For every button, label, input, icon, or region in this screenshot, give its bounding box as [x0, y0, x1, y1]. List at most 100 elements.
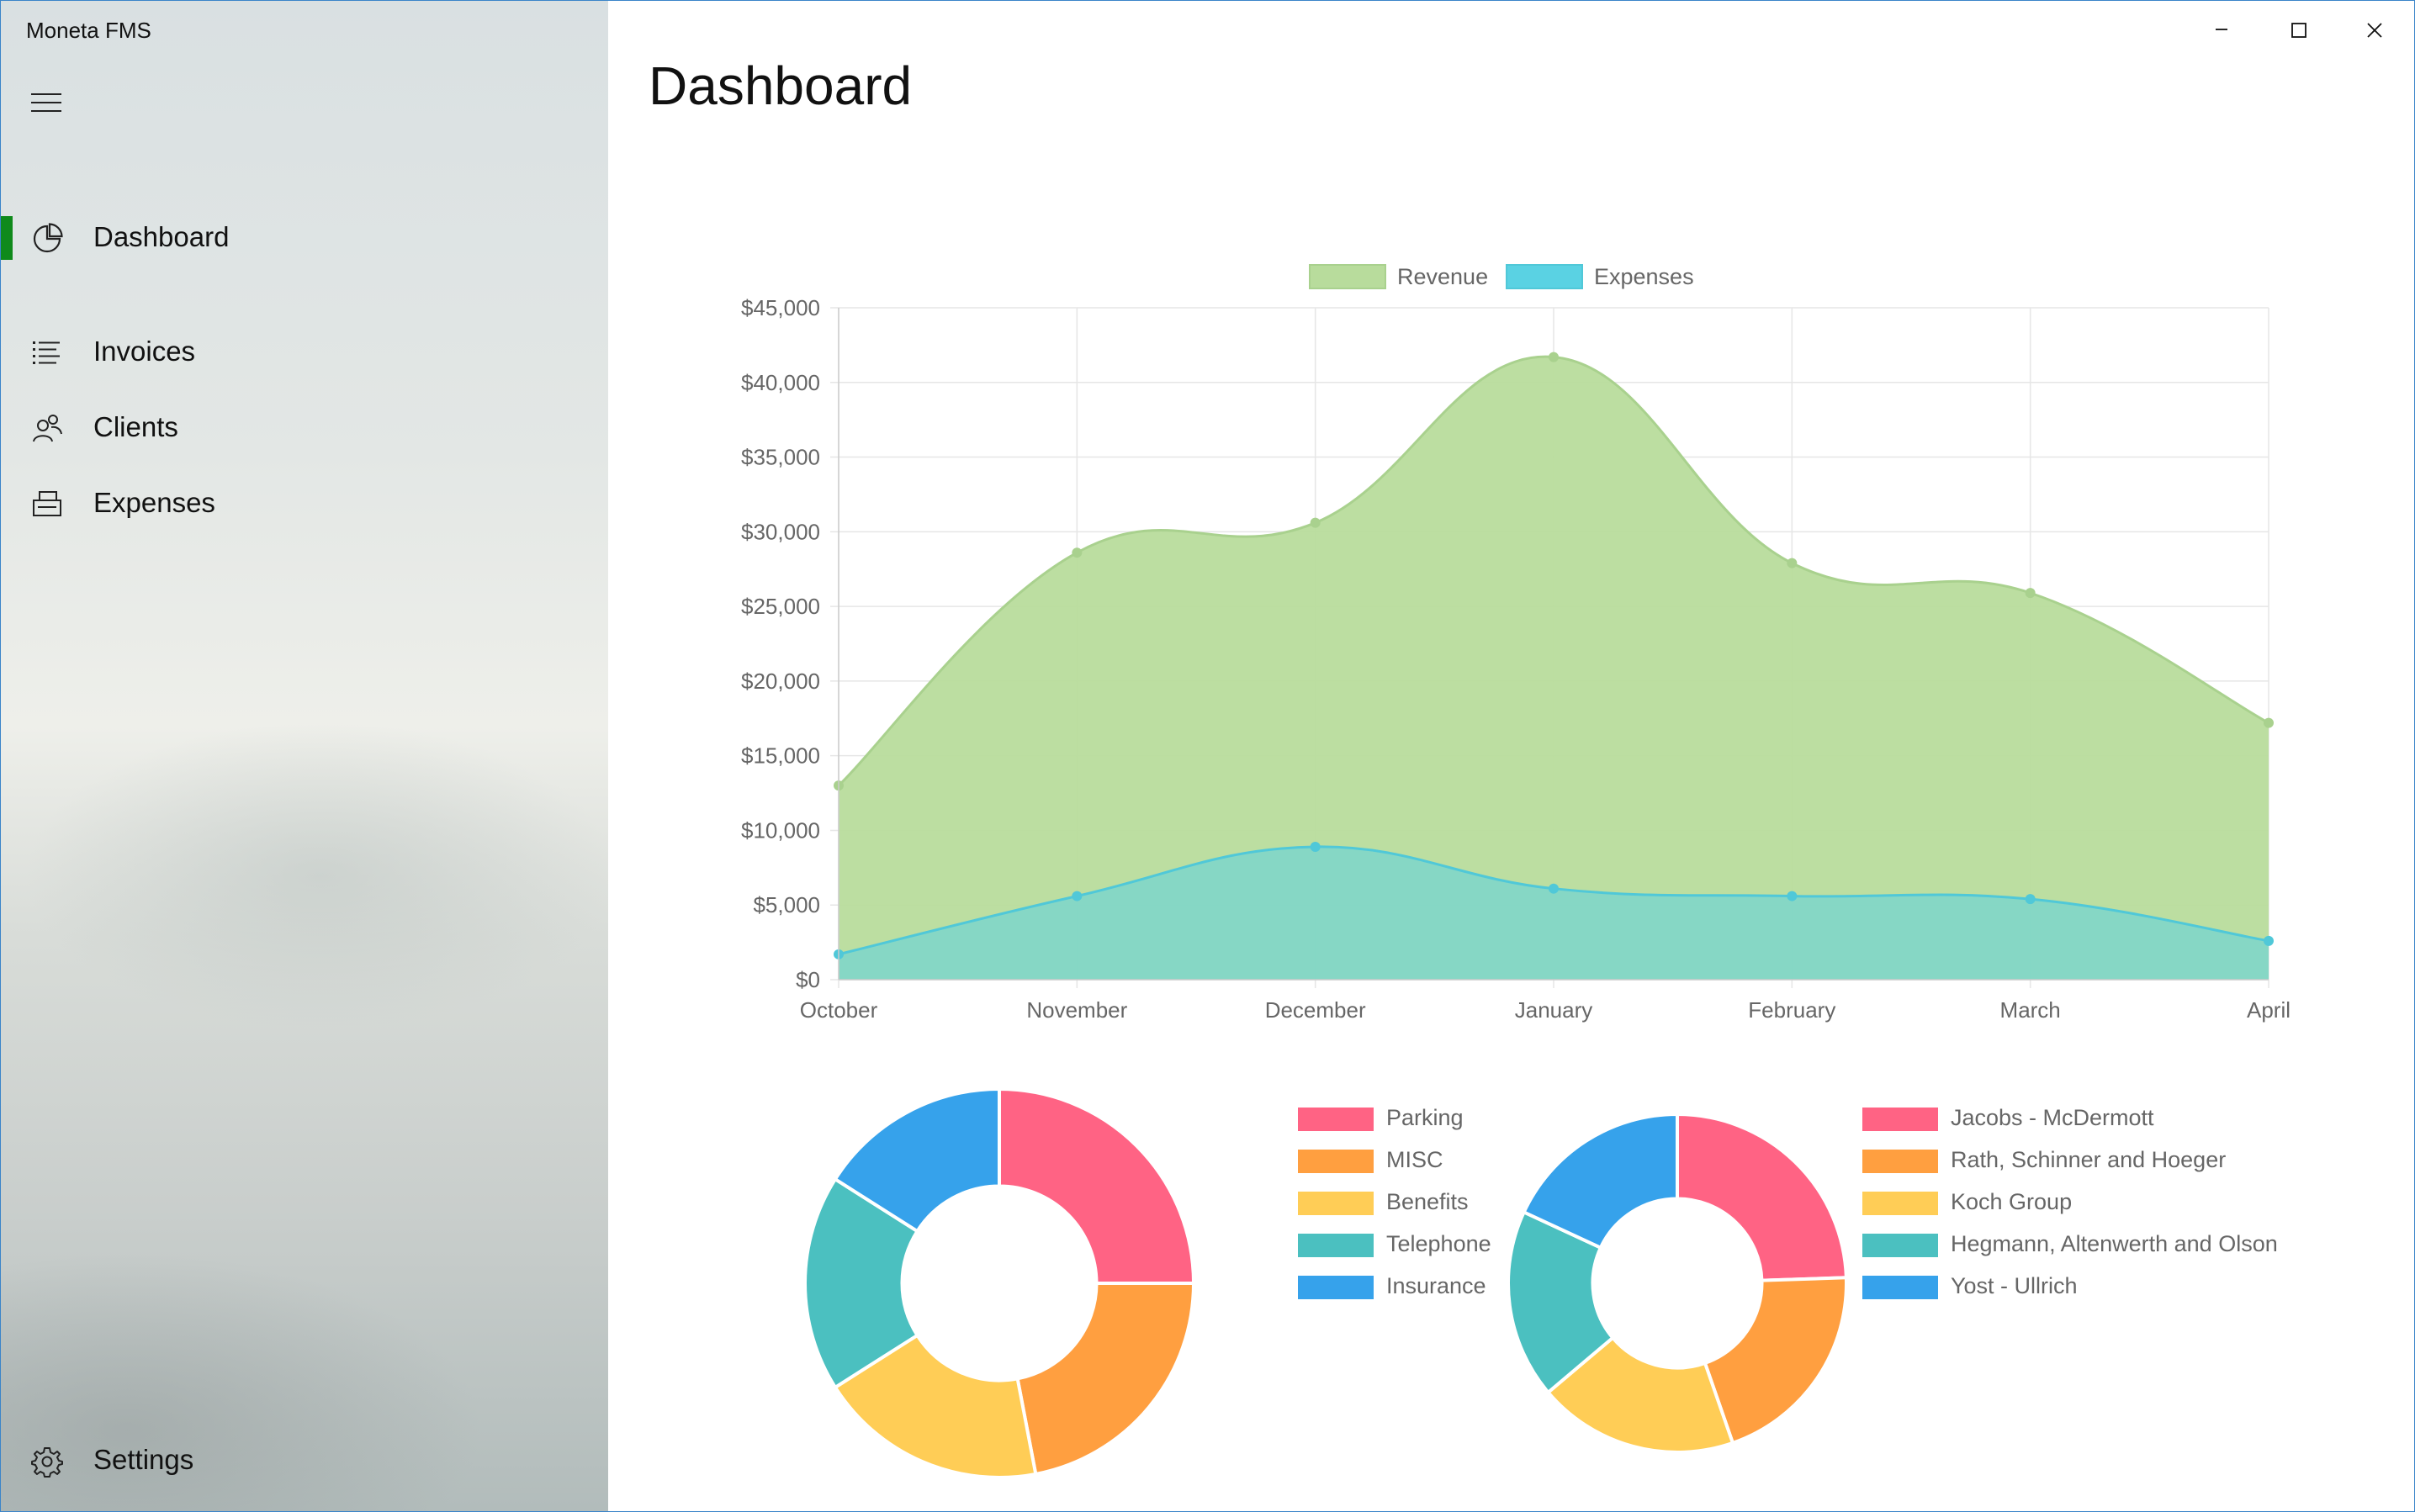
- app-title: Moneta FMS: [26, 18, 151, 43]
- legend-swatch: [1862, 1150, 1938, 1173]
- client-donut: [1507, 1112, 1848, 1454]
- y-tick-label: $30,000: [741, 519, 820, 544]
- donut-slice-hegmann-altenwerth-and-olson[interactable]: [1507, 1209, 1616, 1395]
- x-tick-label: December: [1265, 997, 1366, 1023]
- donut-slice-telephone[interactable]: [803, 1176, 920, 1390]
- data-point-expenses[interactable]: [2025, 894, 2036, 905]
- x-tick-label: February: [1748, 997, 1835, 1023]
- legend-item-yost-ullrich[interactable]: Yost - Ullrich: [1862, 1271, 2367, 1304]
- donut-slice-insurance[interactable]: [833, 1086, 1001, 1234]
- legend-label: Revenue: [1397, 264, 1488, 289]
- y-tick-label: $45,000: [741, 295, 820, 320]
- x-tick-label: October: [800, 997, 878, 1023]
- list-icon: [33, 341, 60, 364]
- donut-slice-rath-schinner-and-hoeger[interactable]: [1703, 1276, 1848, 1446]
- sidebar-item-settings[interactable]: Settings: [1, 1430, 608, 1491]
- legend-item-revenue[interactable]: Revenue: [1309, 264, 1488, 289]
- sidebar-item-label: Expenses: [93, 487, 215, 518]
- series-area-revenue: [839, 357, 2269, 980]
- donut-slice-misc[interactable]: [1015, 1282, 1196, 1477]
- legend-item-rath-schinner-hoeger[interactable]: Rath, Schinner and Hoeger: [1862, 1145, 2367, 1178]
- donut-slice-koch-group[interactable]: [1545, 1335, 1735, 1454]
- legend-label: MISC: [1386, 1147, 1443, 1172]
- legend-swatch: [1862, 1276, 1938, 1299]
- legend-item-misc[interactable]: MISC: [1298, 1145, 1803, 1178]
- legend-swatch: [1298, 1192, 1374, 1215]
- page-title: Dashboard: [649, 56, 913, 116]
- expense-category-donut: [803, 1086, 1196, 1479]
- donut-slice-benefits[interactable]: [833, 1333, 1038, 1479]
- people-icon: [33, 415, 62, 442]
- legend-item-koch-group[interactable]: Koch Group: [1862, 1187, 2367, 1220]
- series-area-expenses: [839, 846, 2269, 980]
- data-point-revenue[interactable]: [2264, 717, 2274, 728]
- legend-swatch: [1862, 1234, 1938, 1257]
- sidebar-item-label: Dashboard: [93, 221, 230, 252]
- sidebar: Moneta FMS Dashboard Invoices: [1, 1, 608, 1511]
- legend-label: Jacobs - McDermott: [1951, 1105, 2154, 1130]
- data-point-expenses[interactable]: [1787, 891, 1798, 901]
- legend-label: Benefits: [1386, 1189, 1469, 1214]
- close-icon: [2367, 23, 2382, 38]
- donut-slice-parking[interactable]: [998, 1086, 1196, 1285]
- legend-label: Expenses: [1594, 264, 1694, 289]
- data-point-expenses[interactable]: [2264, 935, 2274, 946]
- x-tick-label: March: [2000, 997, 2061, 1023]
- legend-item-telephone[interactable]: Telephone: [1298, 1229, 1803, 1262]
- legend-item-insurance[interactable]: Insurance: [1298, 1271, 1803, 1304]
- legend-swatch: [1298, 1234, 1374, 1257]
- legend-swatch: [1862, 1108, 1938, 1131]
- revenue-expenses-chart: $0 $5,000 $10,000 $15,000 $20,000 $25,000 $30,…: [741, 264, 2291, 1023]
- sidebar-item-expenses[interactable]: Expenses: [1, 473, 608, 534]
- x-tick-label: April: [2247, 997, 2291, 1023]
- legend-item-parking[interactable]: Parking: [1298, 1102, 1803, 1136]
- legend-label: Insurance: [1386, 1273, 1486, 1298]
- legend-label: Rath, Schinner and Hoeger: [1951, 1147, 2227, 1172]
- legend-label: Telephone: [1386, 1231, 1491, 1256]
- data-point-expenses[interactable]: [1072, 891, 1083, 901]
- data-point-expenses[interactable]: [1549, 883, 1559, 894]
- data-point-revenue[interactable]: [2025, 588, 2036, 599]
- legend-item-jacobs-mcdermott[interactable]: Jacobs - McDermott: [1862, 1102, 2367, 1136]
- legend-label: Hegmann, Altenwerth and Olson: [1951, 1231, 2278, 1256]
- sidebar-item-clients[interactable]: Clients: [1, 398, 608, 458]
- legend-swatch: [1862, 1192, 1938, 1215]
- data-point-revenue[interactable]: [1787, 558, 1798, 568]
- hamburger-menu-icon[interactable]: [31, 92, 63, 114]
- data-point-revenue[interactable]: [1310, 517, 1321, 528]
- donut-slice-jacobs-mcdermott[interactable]: [1676, 1112, 1848, 1282]
- close-button[interactable]: [2344, 13, 2403, 55]
- main-content: Dashboard $0 $5,000 $10,000 $15,000 $20,000 $…: [608, 1, 2414, 1511]
- legend-swatch: [1506, 264, 1583, 289]
- legend-label: Yost - Ullrich: [1951, 1273, 2078, 1298]
- legend-item-benefits[interactable]: Benefits: [1298, 1187, 1803, 1220]
- y-tick-label: $0: [796, 967, 820, 992]
- legend-swatch: [1298, 1108, 1374, 1131]
- legend-swatch: [1309, 264, 1386, 289]
- selection-indicator: [1, 216, 13, 260]
- y-tick-label: $5,000: [753, 892, 820, 917]
- data-point-expenses[interactable]: [1310, 841, 1321, 852]
- legend-item-hegmann-altenwerth-olson[interactable]: Hegmann, Altenwerth and Olson: [1862, 1229, 2367, 1262]
- legend-swatch: [1298, 1276, 1374, 1299]
- y-tick-label: $20,000: [741, 669, 820, 694]
- legend-swatch: [1298, 1150, 1374, 1173]
- gear-icon: [31, 1447, 63, 1478]
- printer-icon: [33, 491, 61, 516]
- minimize-icon: [2216, 29, 2227, 30]
- data-point-revenue[interactable]: [1072, 547, 1083, 558]
- y-tick-label: $15,000: [741, 743, 820, 769]
- minimize-button[interactable]: [2192, 13, 2251, 55]
- donut-slice-yost-ullrich[interactable]: [1522, 1112, 1679, 1250]
- x-tick-label: November: [1026, 997, 1127, 1023]
- sidebar-item-dashboard[interactable]: Dashboard: [1, 208, 608, 268]
- sidebar-item-invoices[interactable]: Invoices: [1, 322, 608, 383]
- maximize-button[interactable]: [2268, 13, 2327, 55]
- data-point-revenue[interactable]: [1549, 352, 1559, 362]
- y-tick-label: $40,000: [741, 370, 820, 395]
- sidebar-item-label: Invoices: [93, 336, 196, 367]
- maximize-icon: [2291, 23, 2306, 38]
- legend-item-expenses[interactable]: Expenses: [1506, 264, 1694, 289]
- legend-label: Parking: [1386, 1105, 1464, 1130]
